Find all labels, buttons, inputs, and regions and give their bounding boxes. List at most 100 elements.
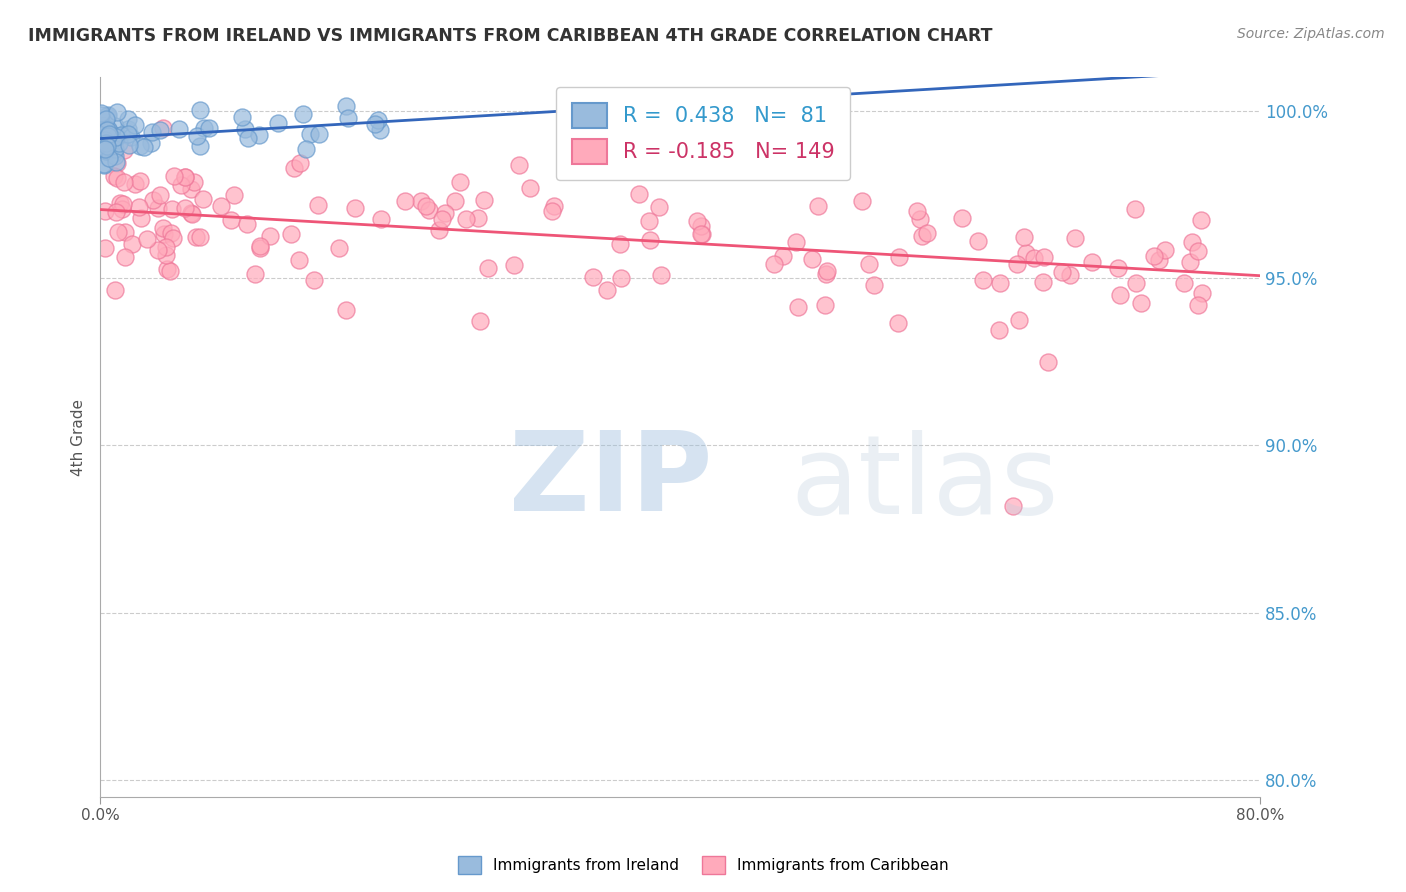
Point bbox=[101, 130, 124, 145]
Point bbox=[449, 175, 471, 189]
Point bbox=[110, 128, 132, 143]
Point bbox=[972, 273, 994, 287]
Point bbox=[121, 236, 143, 251]
Point bbox=[911, 229, 934, 244]
Point bbox=[96, 139, 118, 153]
Point bbox=[628, 187, 651, 202]
Point bbox=[188, 139, 211, 153]
Point bbox=[90, 136, 112, 151]
Point bbox=[93, 140, 115, 154]
Point bbox=[337, 111, 360, 125]
Point bbox=[1125, 276, 1147, 290]
Point bbox=[96, 129, 118, 144]
Point bbox=[786, 300, 808, 314]
Point bbox=[104, 119, 127, 133]
Point bbox=[858, 257, 880, 271]
Point bbox=[97, 129, 120, 144]
Point bbox=[180, 207, 202, 221]
Point bbox=[801, 252, 824, 267]
Point bbox=[153, 227, 176, 242]
Point bbox=[105, 155, 128, 169]
Point bbox=[772, 249, 794, 263]
Point bbox=[96, 125, 118, 139]
Point bbox=[443, 194, 465, 209]
Point bbox=[108, 136, 131, 151]
Point bbox=[543, 198, 565, 212]
Point bbox=[142, 193, 165, 207]
Legend: Immigrants from Ireland, Immigrants from Caribbean: Immigrants from Ireland, Immigrants from… bbox=[451, 850, 955, 880]
Point bbox=[415, 199, 437, 213]
Point bbox=[367, 113, 389, 128]
Y-axis label: 4th Grade: 4th Grade bbox=[72, 399, 86, 475]
Point bbox=[610, 270, 633, 285]
Point bbox=[186, 129, 208, 144]
Point bbox=[1022, 251, 1045, 265]
Point bbox=[259, 229, 281, 244]
Point bbox=[146, 243, 169, 257]
Point bbox=[596, 283, 619, 297]
Point bbox=[288, 156, 311, 170]
Point bbox=[98, 123, 121, 137]
Point bbox=[193, 120, 215, 135]
Point bbox=[112, 175, 135, 189]
Point bbox=[1032, 275, 1054, 289]
Point bbox=[163, 169, 186, 184]
Point bbox=[160, 202, 183, 216]
Point bbox=[1191, 285, 1213, 300]
Point bbox=[364, 116, 387, 130]
Point bbox=[162, 231, 184, 245]
Point bbox=[283, 161, 305, 175]
Point bbox=[432, 211, 454, 226]
Point bbox=[117, 112, 139, 126]
Point bbox=[344, 201, 367, 215]
Legend: R =  0.438   N=  81, R = -0.185   N= 149: R = 0.438 N= 81, R = -0.185 N= 149 bbox=[557, 87, 849, 180]
Text: atlas: atlas bbox=[790, 430, 1059, 537]
Point bbox=[609, 236, 631, 251]
Point bbox=[112, 197, 135, 211]
Point bbox=[152, 120, 174, 135]
Point bbox=[94, 136, 117, 151]
Point bbox=[503, 258, 526, 272]
Point bbox=[540, 203, 562, 218]
Point bbox=[129, 211, 152, 226]
Point bbox=[98, 131, 121, 145]
Point bbox=[370, 123, 392, 137]
Point bbox=[96, 143, 118, 157]
Point bbox=[110, 196, 132, 211]
Point bbox=[815, 267, 838, 281]
Point bbox=[94, 141, 117, 155]
Point bbox=[97, 143, 120, 157]
Point bbox=[198, 120, 221, 135]
Point bbox=[1130, 296, 1153, 310]
Point bbox=[94, 241, 117, 255]
Point bbox=[188, 103, 211, 118]
Text: Source: ZipAtlas.com: Source: ZipAtlas.com bbox=[1237, 27, 1385, 41]
Point bbox=[193, 192, 215, 206]
Point bbox=[1063, 231, 1085, 245]
Point bbox=[950, 211, 973, 226]
Point bbox=[139, 136, 162, 150]
Point bbox=[224, 188, 246, 202]
Point bbox=[582, 270, 605, 285]
Point bbox=[107, 226, 129, 240]
Text: IMMIGRANTS FROM IRELAND VS IMMIGRANTS FROM CARIBBEAN 4TH GRADE CORRELATION CHART: IMMIGRANTS FROM IRELAND VS IMMIGRANTS FR… bbox=[28, 27, 993, 45]
Point bbox=[433, 205, 456, 219]
Point bbox=[988, 323, 1011, 337]
Point bbox=[96, 125, 118, 139]
Point bbox=[141, 125, 163, 139]
Point bbox=[887, 250, 910, 264]
Point bbox=[1108, 288, 1130, 302]
Point bbox=[114, 225, 136, 239]
Point bbox=[97, 122, 120, 136]
Point bbox=[93, 156, 115, 170]
Point bbox=[149, 188, 172, 202]
Point bbox=[302, 273, 325, 287]
Point bbox=[98, 151, 121, 165]
Point bbox=[454, 211, 477, 226]
Point bbox=[851, 194, 873, 208]
Point bbox=[107, 128, 129, 143]
Point bbox=[231, 111, 253, 125]
Point bbox=[785, 235, 807, 249]
Point bbox=[477, 260, 499, 275]
Point bbox=[105, 156, 128, 170]
